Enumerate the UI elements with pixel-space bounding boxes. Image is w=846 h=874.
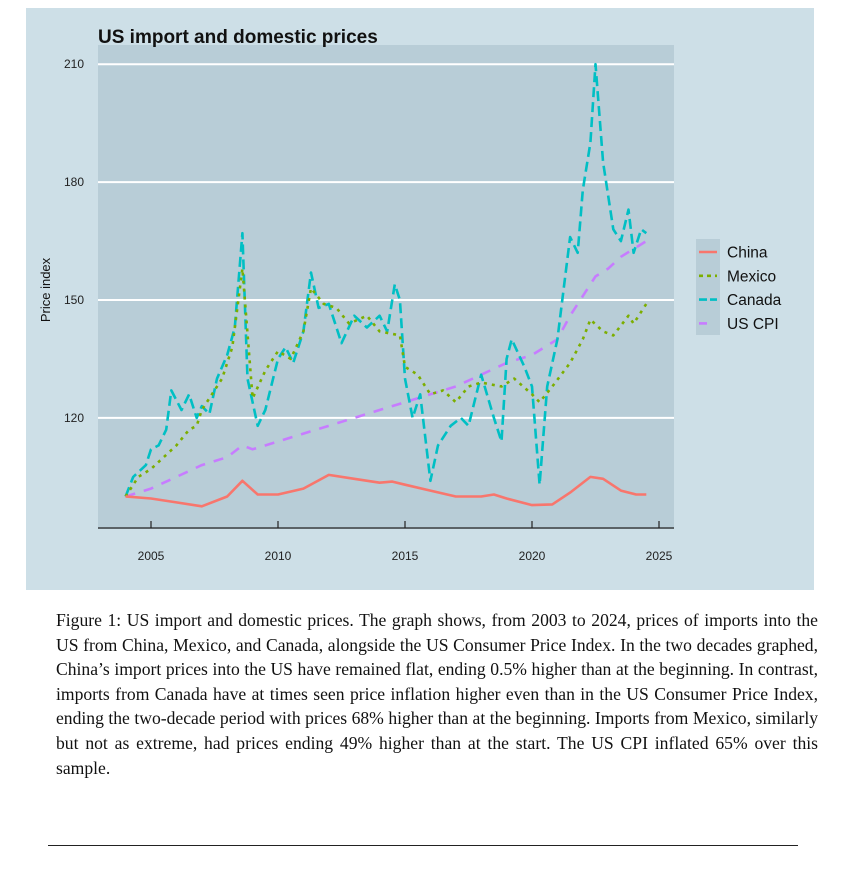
chart-title: US import and domestic prices <box>98 27 378 48</box>
x-tick-label-2025: 2025 <box>646 549 673 563</box>
plot-area <box>98 45 674 529</box>
x-tick-label-2005: 2005 <box>138 549 165 563</box>
legend-label-china: China <box>727 245 768 262</box>
series-line-mexico <box>124 267 648 498</box>
figure-caption: Figure 1: US import and domestic prices.… <box>56 610 818 778</box>
series-line-canada <box>124 62 648 497</box>
y-tick-label-210: 210 <box>64 57 84 71</box>
y-axis-label: Price index <box>38 257 53 322</box>
x-tick-label-2020: 2020 <box>519 549 546 563</box>
legend-label-canada: Canada <box>727 292 782 309</box>
line-chart: 120 150 180 210 2005 2010 2015 2020 2025 US imp… <box>38 27 782 563</box>
legend-label-us-cpi: US CPI <box>727 316 779 333</box>
legend-label-mexico: Mexico <box>727 268 776 285</box>
footnote-rule <box>48 845 798 846</box>
chart-panel: 120 150 180 210 2005 2010 2015 2020 2025 US imp… <box>26 8 814 590</box>
series-line-china <box>125 473 647 508</box>
legend-box <box>696 239 720 335</box>
y-tick-label-180: 180 <box>64 175 84 189</box>
y-tick-label-120: 120 <box>64 411 84 425</box>
x-tick-label-2010: 2010 <box>265 549 292 563</box>
y-tick-label-150: 150 <box>64 293 84 307</box>
x-tick-label-2015: 2015 <box>392 549 419 563</box>
